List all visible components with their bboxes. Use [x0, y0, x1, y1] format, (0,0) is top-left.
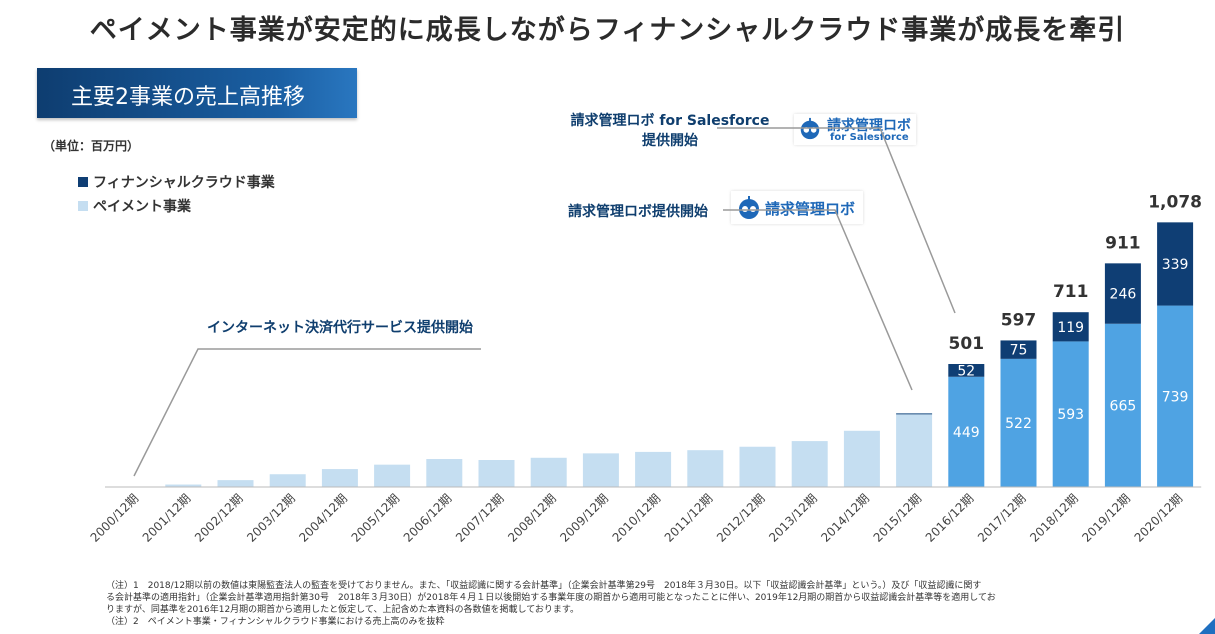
bar-payment-3 — [269, 474, 306, 487]
bar-financial-cloud-15 — [896, 413, 933, 415]
bar-payment-13 — [791, 441, 828, 487]
callout-line-internet — [133, 348, 481, 477]
bar-payment-14 — [843, 430, 880, 487]
callout-line-robo-sf — [717, 127, 956, 314]
legend-swatch-payment — [78, 201, 88, 211]
callout-lines — [133, 127, 956, 477]
x-tick-label: 2005/12期 — [349, 491, 403, 545]
data-label-financial-cloud: 52 — [957, 363, 975, 379]
bar-payment-15 — [896, 414, 933, 487]
legend-item-financial-cloud: フィナンシャルクラウド事業 — [78, 172, 275, 192]
bar-payment-4 — [321, 469, 358, 487]
x-tick-label: 2020/12期 — [1132, 491, 1186, 545]
annotation-robo: 請求管理ロボ提供開始 — [568, 204, 708, 220]
data-label-financial-cloud: 246 — [1110, 287, 1137, 303]
legend-item-payment: ペイメント事業 — [78, 196, 191, 216]
footnote-line-3: りますが、同基準を2016年12月期の期首から適用したと仮定して、上記含めた本資… — [106, 605, 580, 615]
bar-financial-cloud-20 — [1157, 222, 1194, 306]
x-tick-label: 2004/12期 — [296, 491, 350, 545]
data-label-payment: 449 — [953, 425, 980, 441]
bar-payment-10 — [635, 451, 672, 487]
robo-sf-logo: 請求管理ロボ for Salesforce — [794, 114, 916, 145]
bar-payment-1 — [165, 484, 202, 487]
robo-sf-logo-text: 請求管理ロボ — [827, 118, 911, 134]
annotation-robo-sf-line2: 提供開始 — [642, 133, 698, 149]
annotation-internet: インターネット決済代行サービス提供開始 — [207, 320, 473, 336]
x-tick-label: 2000/12期 — [88, 491, 142, 545]
x-tick-label: 2013/12期 — [766, 491, 820, 545]
bar-financial-cloud-18 — [1052, 312, 1089, 342]
bar-payment-11 — [687, 450, 724, 487]
x-tick-label: 2019/12期 — [1079, 491, 1133, 545]
data-label-payment: 593 — [1057, 407, 1084, 423]
annotation-robo-sf: 請求管理ロボ for Salesforce 提供開始 — [555, 111, 785, 151]
legend-label-payment: ペイメント事業 — [93, 199, 191, 215]
bar-financial-cloud-17 — [1000, 340, 1037, 359]
x-tick-label: 2015/12期 — [871, 491, 925, 545]
bar-payment-7 — [478, 459, 515, 487]
bar-financial-cloud-19 — [1104, 263, 1141, 324]
corner-decoration — [1199, 618, 1215, 634]
data-label-payment: 739 — [1162, 389, 1189, 405]
bar-payment-16 — [948, 376, 985, 487]
data-label-financial-cloud: 339 — [1162, 257, 1189, 273]
data-label-financial-cloud: 75 — [1010, 343, 1028, 359]
section-banner: 主要2事業の売上高推移 — [37, 68, 357, 118]
x-tick-label: 2007/12期 — [453, 491, 507, 545]
data-label-payment: 665 — [1110, 398, 1137, 414]
bar-payment-17 — [1000, 358, 1037, 487]
data-label-total: 501 — [949, 334, 985, 354]
bar-payment-5 — [374, 464, 411, 487]
bar-payment-19 — [1104, 323, 1141, 487]
x-tick-label: 2002/12期 — [192, 491, 246, 545]
robo-logo-text: 請求管理ロボ — [765, 200, 856, 218]
unit-label: （単位：百万円） — [43, 139, 140, 153]
bar-payment-9 — [582, 453, 619, 487]
x-tick-label: 2012/12期 — [714, 491, 768, 545]
x-tick-label: 2003/12期 — [244, 491, 298, 545]
bar-financial-cloud-16 — [948, 364, 985, 377]
footnote-line-4: （注）2 ペイメント事業・フィナンシャルクラウド事業における売上高のみを抜粋 — [106, 617, 445, 627]
data-label-total: 711 — [1053, 282, 1089, 302]
data-label-total: 911 — [1105, 233, 1141, 253]
footnote-line-1: （注）1 2018/12期以前の数値は東陽監査法人の監査を受けておりません。また… — [106, 581, 982, 591]
x-tick-label: 2001/12期 — [140, 491, 194, 545]
x-tick-label: 2016/12期 — [923, 491, 977, 545]
data-label-total: 1,078 — [1148, 192, 1202, 212]
bar-payment-6 — [426, 459, 463, 487]
bar-payment-8 — [530, 457, 567, 487]
x-tick-label: 2014/12期 — [818, 491, 872, 545]
data-label-total: 597 — [1001, 310, 1037, 330]
x-tick-label: 2008/12期 — [505, 491, 559, 545]
bar-payment-2 — [217, 480, 254, 487]
bar-payment-20 — [1157, 305, 1194, 487]
legend-label-financial-cloud: フィナンシャルクラウド事業 — [93, 175, 275, 191]
x-tick-label: 2009/12期 — [557, 491, 611, 545]
x-tick-label: 2017/12期 — [975, 491, 1029, 545]
page-title: ペイメント事業が安定的に成長しながらフィナンシャルクラウド事業が成長を牽引 — [89, 15, 1126, 46]
footnotes: （注）1 2018/12期以前の数値は東陽監査法人の監査を受けておりません。また… — [106, 580, 1166, 628]
bar-payment-12 — [739, 446, 776, 487]
legend-swatch-financial-cloud — [78, 177, 88, 187]
banner-title: 主要2事業の売上高推移 — [71, 85, 305, 110]
callout-line-robo — [723, 209, 913, 391]
data-label-payment: 522 — [1005, 416, 1032, 432]
robo-logo: 請求管理ロボ — [731, 191, 863, 224]
x-tick-label: 2018/12期 — [1027, 491, 1081, 545]
footnote-line-2: る会計基準の適用指針」（企業会計基準適用指針第30号 2018年３月30日）が2… — [106, 593, 996, 603]
x-tick-label: 2010/12期 — [610, 491, 664, 545]
x-tick-label: 2006/12期 — [401, 491, 455, 545]
data-label-financial-cloud: 119 — [1057, 320, 1084, 336]
robo-sf-logo-subtext: for Salesforce — [830, 132, 909, 143]
annotation-robo-sf-line1: 請求管理ロボ for Salesforce — [570, 113, 770, 129]
bar-payment-18 — [1052, 341, 1089, 487]
x-tick-label: 2011/12期 — [662, 491, 716, 545]
